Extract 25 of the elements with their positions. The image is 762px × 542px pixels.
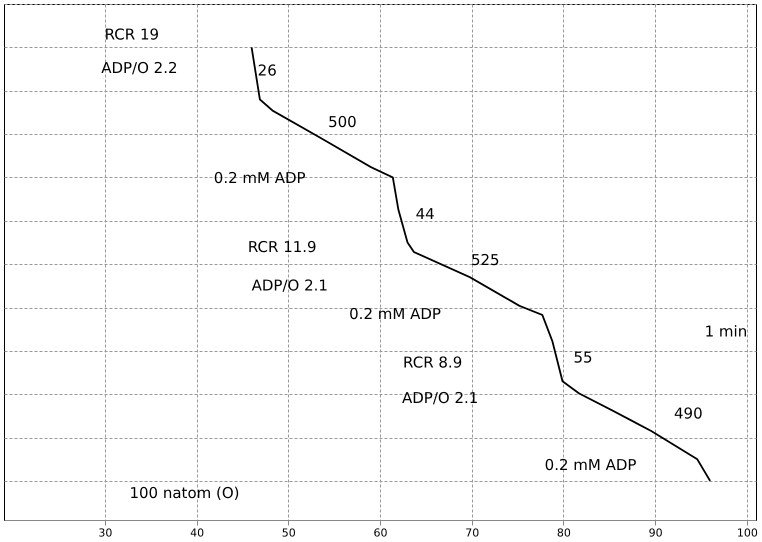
annotation: 26 bbox=[258, 62, 277, 80]
text: RCR 19 bbox=[104, 26, 160, 44]
annotation: 500 bbox=[328, 112, 357, 131]
annotation: RCR 11.9 bbox=[248, 238, 317, 256]
annotation: 1 min bbox=[704, 322, 748, 341]
annotation: 55 bbox=[573, 348, 593, 366]
annotation: ADP/O 2.1 bbox=[402, 389, 478, 408]
x-tick-label: 40 bbox=[190, 526, 204, 540]
annotation: 490 bbox=[674, 404, 703, 423]
annotation: 0.2 mM ADP bbox=[349, 304, 441, 323]
x-tick-label: 90 bbox=[648, 526, 663, 540]
annotation: 44 bbox=[416, 204, 435, 223]
x-tick-label: 70 bbox=[465, 526, 480, 540]
annotation: 0.2 mM ADP bbox=[544, 456, 636, 474]
x-tick-label: 30 bbox=[98, 526, 112, 540]
text: 100 natom (O) bbox=[129, 484, 240, 502]
annotation: RCR 8.9 bbox=[403, 353, 462, 372]
x-tick-label: 100 bbox=[736, 526, 758, 540]
annotation: 0.2 mM ADP bbox=[214, 169, 306, 188]
x-tick-label: 80 bbox=[556, 526, 571, 540]
x-tick-label: 60 bbox=[374, 526, 388, 540]
annotation: ADP/O 2.1 bbox=[252, 276, 328, 295]
annotation: 525 bbox=[470, 251, 500, 269]
x-tick-label: 50 bbox=[282, 526, 296, 540]
annotation: ADP/O 2.2 bbox=[101, 59, 178, 77]
